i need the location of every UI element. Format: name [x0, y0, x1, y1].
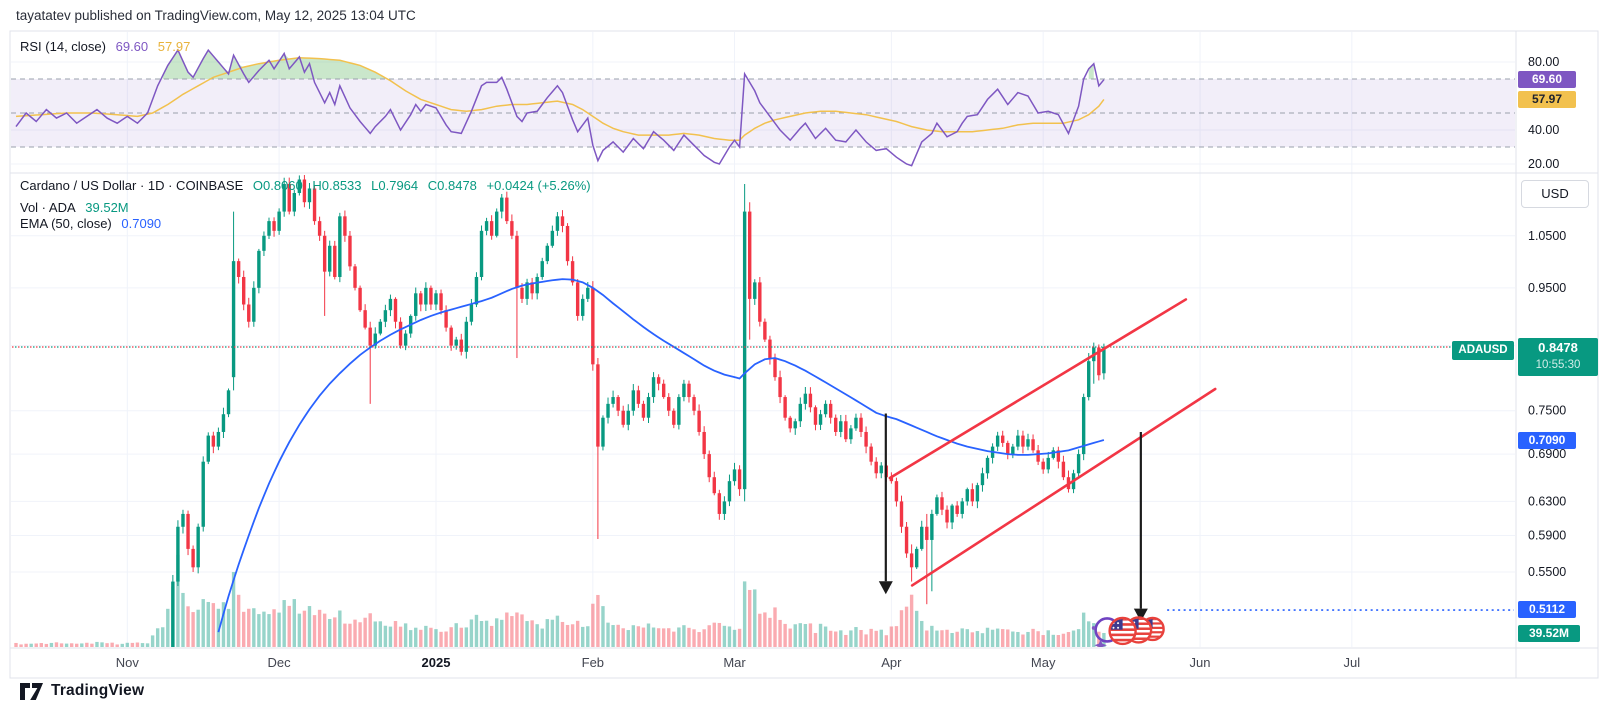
svg-text:Apr: Apr	[881, 655, 902, 670]
candlestick-series	[171, 175, 1106, 647]
rsi-ma-line[interactable]	[15, 56, 1105, 141]
svg-text:20.00: 20.00	[1528, 157, 1559, 171]
bar-countdown: 10:55:30	[1535, 359, 1581, 371]
rsi-legend[interactable]: RSI (14, close) 69.60 57.97	[20, 39, 196, 54]
time-axis[interactable]: Nov Dec 2025 Feb Mar Apr May Jun Jul	[116, 655, 1361, 670]
trendline-upper[interactable]	[888, 298, 1188, 480]
rsi-overbought-fill	[1088, 63, 1094, 79]
ohlc-open: O0.8060	[252, 178, 303, 193]
ema-value: 0.7090	[121, 216, 162, 231]
support-level-badge: 0.5112	[1518, 601, 1576, 618]
down-arrow-1[interactable]	[878, 413, 893, 595]
ohlc-low: L0.7964	[371, 178, 419, 193]
rsi-line[interactable]	[15, 48, 1105, 167]
ema-line[interactable]	[217, 278, 1105, 633]
rsi-ma-value: 57.97	[157, 39, 191, 54]
rsi-ma-axis-badge: 57.97	[1518, 91, 1576, 108]
sticker-cluster[interactable]	[1091, 616, 1165, 651]
svg-text:Feb: Feb	[582, 655, 604, 670]
tradingview-logo-icon	[20, 682, 43, 700]
down-arrow-2[interactable]	[1133, 431, 1148, 622]
svg-text:Jun: Jun	[1190, 655, 1211, 670]
rsi-overbought-fill	[162, 50, 386, 79]
svg-text:Dec: Dec	[268, 655, 292, 670]
price-axis[interactable]: 1.0500 0.9500 0.7500 0.6900 0.6300 0.5900 0.55…	[1528, 55, 1566, 579]
svg-text:40.00: 40.00	[1528, 123, 1559, 137]
svg-text:0.6300: 0.6300	[1528, 494, 1566, 508]
chart-frame	[9, 30, 1599, 679]
ohlc-high: H0.8533	[312, 178, 362, 193]
volume-legend[interactable]: Vol · ADA 39.52M	[20, 200, 135, 215]
svg-text:0.5900: 0.5900	[1528, 529, 1566, 543]
svg-text:0.9500: 0.9500	[1528, 281, 1566, 295]
rsi-pane[interactable]	[11, 48, 1515, 167]
us-flag-sticker[interactable]	[1108, 616, 1137, 646]
svg-text:Mar: Mar	[723, 655, 746, 670]
ema-legend[interactable]: EMA (50, close) 0.7090	[20, 216, 167, 231]
sparkle-dot-icon	[1091, 626, 1096, 630]
rsi-legend-title: RSI (14, close)	[20, 39, 106, 54]
rsi-value: 69.60	[115, 39, 149, 54]
svg-text:1.0500: 1.0500	[1528, 229, 1566, 243]
svg-text:80.00: 80.00	[1528, 55, 1559, 69]
symbol-legend[interactable]: Cardano / US Dollar · 1D · COINBASE O0.8…	[20, 178, 597, 193]
svg-text:Nov: Nov	[116, 655, 140, 670]
svg-text:0.5500: 0.5500	[1528, 565, 1566, 579]
currency-toggle-button[interactable]: USD	[1521, 180, 1589, 208]
svg-text:0.7500: 0.7500	[1528, 404, 1566, 418]
svg-text:May: May	[1031, 655, 1056, 670]
svg-text:0.6900: 0.6900	[1528, 447, 1566, 461]
volume-label: Vol · ADA	[20, 200, 76, 215]
symbol-title: Cardano / US Dollar · 1D · COINBASE	[20, 178, 244, 193]
svg-text:Jul: Jul	[1344, 655, 1361, 670]
last-price-value: 0.8478	[1538, 340, 1578, 355]
rsi-axis-badge: 69.60	[1518, 71, 1576, 88]
attribution-header: tayatatev published on TradingView.com, …	[16, 8, 416, 23]
ohlc-close: C0.8478	[427, 178, 477, 193]
svg-text:2025: 2025	[422, 655, 451, 670]
sparkle-icon	[1094, 638, 1107, 647]
tradingview-logo-text: TradingView	[51, 682, 145, 699]
volume-series	[14, 554, 1106, 647]
ohlc-change: +0.0424 (+5.26%)	[486, 178, 591, 193]
volume-axis-badge: 39.52M	[1518, 625, 1580, 642]
symbol-price-line-label: ADAUSD	[1452, 341, 1514, 360]
ema-axis-badge: 0.7090	[1518, 432, 1576, 449]
tradingview-logo[interactable]: TradingView	[20, 682, 144, 700]
price-pane[interactable]	[12, 175, 1514, 718]
volume-value: 39.52M	[85, 200, 129, 215]
ema-label: EMA (50, close)	[20, 216, 112, 231]
last-price-badge: 0.8478 10:55:30	[1518, 338, 1598, 376]
trendline-lower[interactable]	[910, 387, 1217, 587]
